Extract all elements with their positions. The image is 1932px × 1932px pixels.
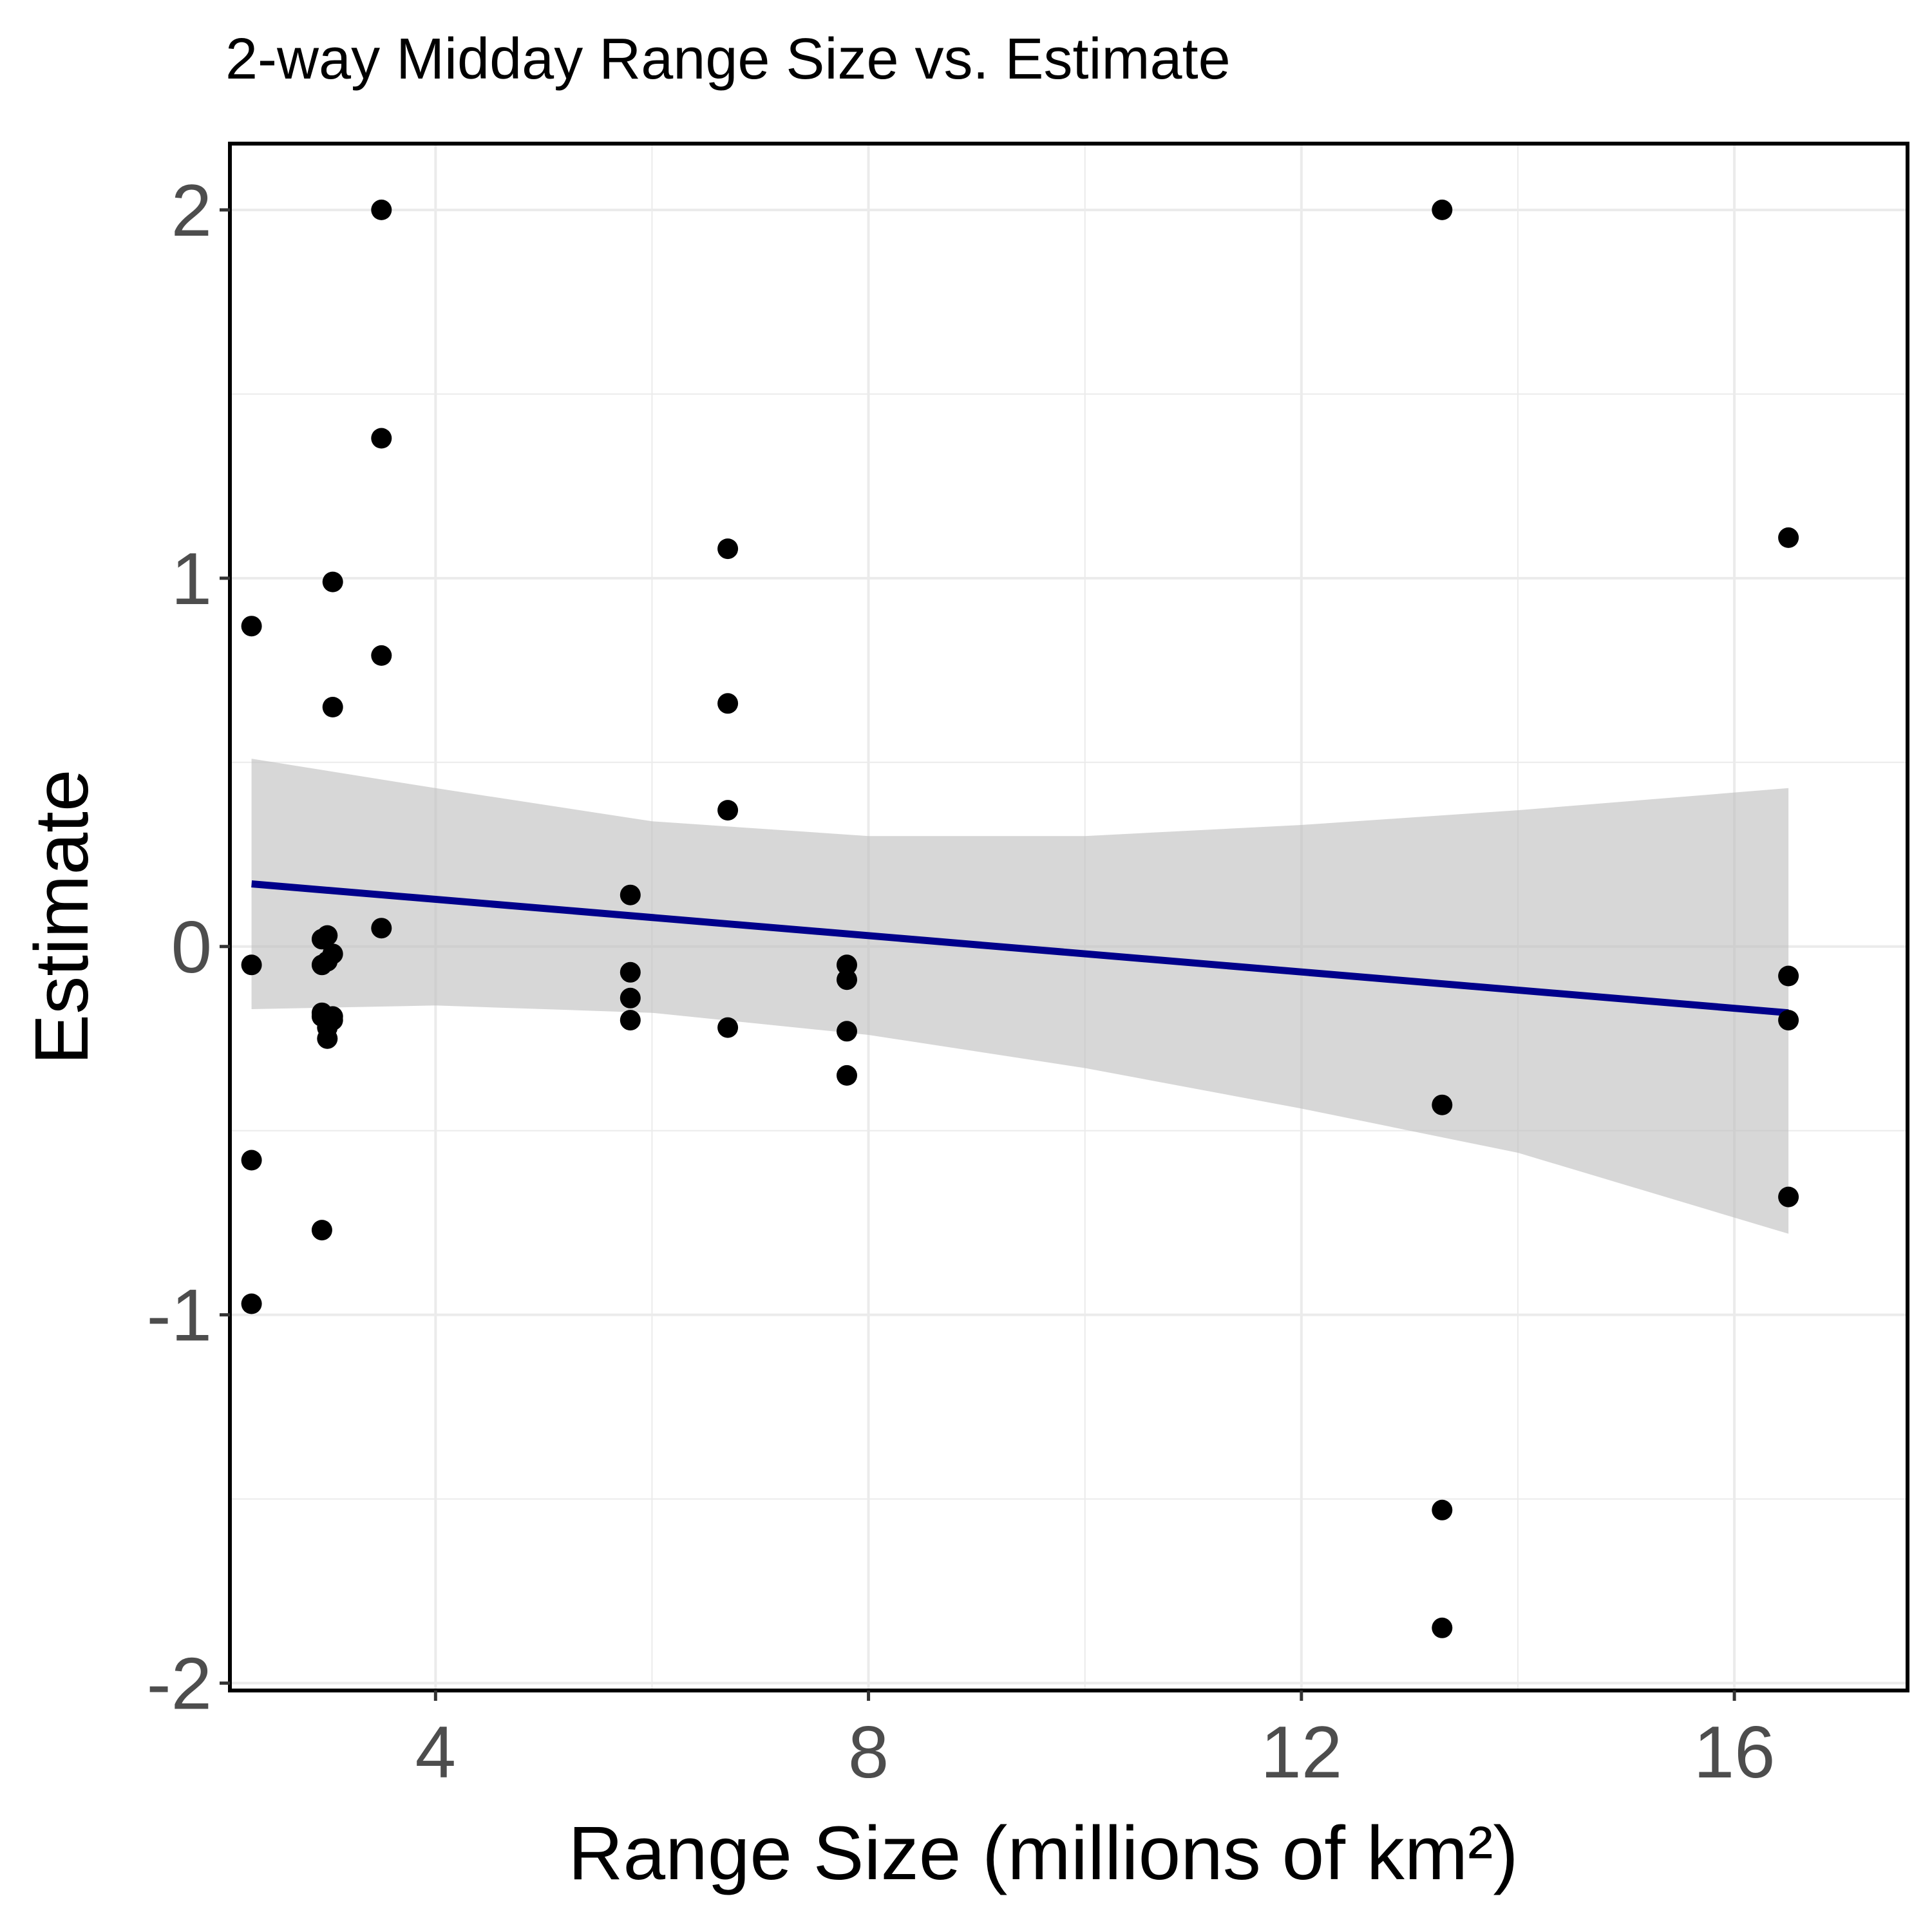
data-point	[322, 943, 343, 965]
y-tick-label: 2	[171, 170, 212, 252]
data-point	[311, 1220, 332, 1241]
data-point	[371, 199, 392, 220]
confidence-band-layer	[251, 759, 1789, 1234]
data-point	[241, 616, 262, 637]
x-axis-ticks: 4 8 12 16	[415, 1690, 1776, 1794]
x-tick-label: 4	[415, 1712, 456, 1794]
data-points	[241, 199, 1799, 1638]
data-point	[371, 645, 392, 666]
y-tick-label: -2	[147, 1643, 212, 1725]
y-axis-title: Estimate	[19, 769, 104, 1065]
y-tick-label: 0	[171, 907, 212, 989]
x-tick-label: 8	[848, 1712, 889, 1794]
data-point	[837, 1065, 857, 1086]
data-point	[1432, 1094, 1453, 1115]
y-axis-ticks: -2 -1 0 1 2	[147, 170, 230, 1725]
data-point	[620, 961, 641, 983]
data-point	[717, 1017, 739, 1038]
data-point	[837, 954, 857, 976]
panel-border	[228, 142, 1909, 1692]
data-point	[317, 1028, 338, 1049]
x-tick-label: 16	[1694, 1712, 1776, 1794]
x-tick-label: 12	[1260, 1712, 1342, 1794]
y-tick-label: 1	[171, 538, 212, 620]
data-point	[322, 1010, 343, 1031]
regression-line	[251, 880, 1789, 1017]
data-point	[837, 969, 857, 990]
data-point	[371, 918, 392, 939]
data-point	[241, 1150, 262, 1171]
data-point	[241, 954, 262, 976]
data-point	[1778, 965, 1799, 987]
data-point	[620, 884, 641, 905]
data-point	[322, 571, 343, 592]
x-axis-title: Range Size (millions of km²)	[568, 1811, 1518, 1896]
data-point	[241, 1293, 262, 1314]
data-point	[717, 538, 739, 560]
data-point	[717, 800, 739, 821]
y-tick-label: -1	[147, 1275, 212, 1357]
data-point	[317, 925, 338, 946]
data-point	[1432, 1617, 1453, 1638]
data-point	[717, 693, 739, 714]
data-point	[620, 1010, 641, 1031]
data-point	[1432, 1499, 1453, 1520]
data-point	[371, 428, 392, 449]
chart-title: 2-way Midday Range Size vs. Estimate	[225, 27, 1231, 91]
data-point	[837, 1021, 857, 1042]
data-point	[1778, 1010, 1799, 1031]
data-point	[1778, 527, 1799, 548]
fit-line-layer	[251, 880, 1789, 1017]
data-point	[1778, 1186, 1799, 1208]
confidence-band	[251, 759, 1789, 1234]
data-point	[1432, 199, 1453, 220]
data-point	[322, 697, 343, 717]
data-point	[620, 987, 641, 1009]
